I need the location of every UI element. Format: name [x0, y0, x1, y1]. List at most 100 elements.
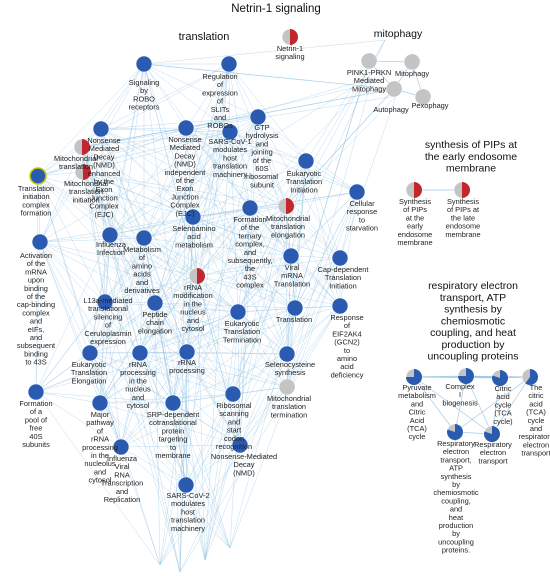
node-label-nmd: Nonsense-Mediated Decay (NMD)	[211, 452, 277, 477]
network-edge	[39, 241, 91, 354]
network-edge	[192, 205, 287, 218]
nodes-layer	[27, 28, 539, 494]
node-pie-slice	[423, 89, 431, 97]
node-netrin1	[281, 28, 299, 46]
node-sarscov1	[221, 123, 239, 141]
node-ternary	[241, 199, 259, 217]
network-edge	[35, 352, 141, 393]
network-edge	[185, 351, 188, 486]
node-label-pyruvate: Pyruvate metabolism and Citric Acid (TCA) cycl…	[398, 383, 436, 441]
node-circle	[91, 394, 109, 412]
network-edge	[99, 402, 231, 549]
network-edge	[196, 116, 259, 277]
network-edge	[139, 237, 145, 354]
node-pie-slice	[414, 182, 422, 198]
node-label-rrna_proc: rRNA processing	[169, 358, 205, 375]
network-edge	[290, 255, 296, 309]
network-edge	[172, 351, 188, 404]
network-edge	[104, 216, 194, 303]
network-edge	[120, 352, 141, 448]
network-edge	[290, 255, 341, 307]
network-edge	[81, 88, 395, 148]
network-edge	[237, 207, 251, 313]
network-edge	[239, 307, 296, 446]
node-circle	[331, 249, 349, 267]
network-edge	[196, 275, 341, 307]
node-l13a	[96, 293, 114, 311]
node-label-l13a: L13a-mediated translational silencing of Cer…	[83, 296, 132, 346]
network-edge	[192, 216, 341, 259]
network-edge	[229, 131, 251, 209]
network-edge	[82, 171, 156, 304]
node-circle	[101, 226, 119, 244]
node-circle	[220, 55, 238, 73]
network-edge	[82, 171, 296, 309]
network-edge	[339, 191, 358, 259]
network-edge	[154, 302, 288, 388]
network-edge	[229, 131, 287, 207]
network-edge	[120, 131, 231, 448]
node-eif2ak4	[331, 297, 349, 315]
node-pie-slice	[394, 81, 402, 92]
network-edge	[100, 63, 145, 130]
network-edge	[185, 484, 206, 561]
node-srp	[164, 394, 182, 412]
network-edge	[204, 393, 234, 561]
network-edge	[81, 131, 231, 148]
labels-layer: Netrin-1 signaling PINK1-PRKN Mediated Mitop…	[17, 28, 550, 555]
network-edge	[82, 171, 145, 239]
network-edge	[39, 241, 106, 303]
node-circle	[278, 345, 296, 363]
network-edge	[185, 127, 292, 257]
network-edge	[286, 257, 341, 355]
network-edge	[109, 207, 251, 236]
network-edge	[39, 241, 239, 313]
network-edge	[82, 171, 198, 277]
network-edge	[100, 128, 231, 549]
network-edge	[228, 63, 251, 209]
network-edge	[139, 352, 288, 388]
node-robo	[135, 55, 153, 73]
network-edge	[154, 302, 241, 446]
network-edge	[99, 311, 239, 404]
network-edge	[239, 207, 251, 446]
network-edge	[179, 305, 341, 573]
node-label-mito_init: Mitochondrial translation initiation	[64, 179, 108, 204]
edges-layer	[35, 39, 531, 573]
network-edge	[109, 234, 239, 313]
network-edge	[285, 205, 288, 355]
network-edge	[192, 116, 259, 218]
network-edge	[37, 131, 231, 177]
network-edge	[154, 255, 292, 304]
network-edge	[229, 207, 251, 549]
network-edge	[109, 87, 353, 236]
network-edge	[286, 77, 373, 388]
network-edge	[99, 63, 145, 404]
network-edge	[172, 216, 194, 404]
network-edge	[229, 131, 307, 162]
network-edge	[143, 63, 194, 218]
network-edge	[109, 216, 194, 236]
network-edge	[89, 275, 198, 354]
network-edge	[139, 302, 156, 354]
network-edge	[192, 216, 239, 313]
network-edge	[35, 234, 111, 393]
network-edge	[186, 351, 241, 446]
node-pie-slice	[290, 29, 298, 45]
node-label-pexoph: Pexophagy	[412, 101, 449, 110]
node-pie-slice	[286, 198, 294, 214]
network-edge	[154, 302, 288, 355]
network-edge	[120, 446, 231, 549]
network-edge	[120, 302, 156, 448]
network-edge	[109, 234, 181, 573]
node-circle	[112, 438, 130, 456]
network-edge	[100, 128, 251, 209]
network-edge	[143, 63, 395, 90]
network-edge	[172, 353, 288, 404]
network-edge	[204, 311, 239, 561]
node-label-pink1: PINK1-PRKN Mediated Mitophagy	[347, 68, 391, 93]
network-edge	[285, 88, 395, 207]
node-metab_aa	[135, 229, 153, 247]
network-edge	[143, 39, 386, 65]
network-edge	[39, 131, 231, 243]
